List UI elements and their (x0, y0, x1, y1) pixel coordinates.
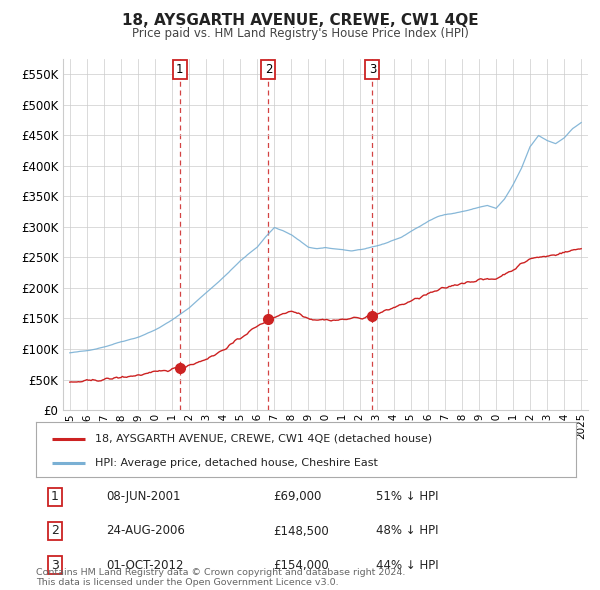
Text: £69,000: £69,000 (274, 490, 322, 503)
Text: 01-OCT-2012: 01-OCT-2012 (106, 559, 184, 572)
Text: Price paid vs. HM Land Registry's House Price Index (HPI): Price paid vs. HM Land Registry's House … (131, 27, 469, 40)
Text: 1: 1 (176, 63, 184, 76)
Text: 2: 2 (51, 525, 59, 537)
Text: 2: 2 (265, 63, 272, 76)
Text: 3: 3 (51, 559, 59, 572)
Text: 1: 1 (51, 490, 59, 503)
Text: 18, AYSGARTH AVENUE, CREWE, CW1 4QE (detached house): 18, AYSGARTH AVENUE, CREWE, CW1 4QE (det… (95, 434, 433, 444)
Text: 08-JUN-2001: 08-JUN-2001 (106, 490, 181, 503)
Text: 51% ↓ HPI: 51% ↓ HPI (376, 490, 439, 503)
Text: 18, AYSGARTH AVENUE, CREWE, CW1 4QE: 18, AYSGARTH AVENUE, CREWE, CW1 4QE (122, 13, 478, 28)
Text: 48% ↓ HPI: 48% ↓ HPI (376, 525, 439, 537)
Text: HPI: Average price, detached house, Cheshire East: HPI: Average price, detached house, Ches… (95, 458, 378, 468)
Text: 3: 3 (368, 63, 376, 76)
Text: 44% ↓ HPI: 44% ↓ HPI (376, 559, 439, 572)
Text: £148,500: £148,500 (274, 525, 329, 537)
Text: Contains HM Land Registry data © Crown copyright and database right 2024.
This d: Contains HM Land Registry data © Crown c… (36, 568, 406, 587)
Text: 24-AUG-2006: 24-AUG-2006 (106, 525, 185, 537)
Text: £154,000: £154,000 (274, 559, 329, 572)
